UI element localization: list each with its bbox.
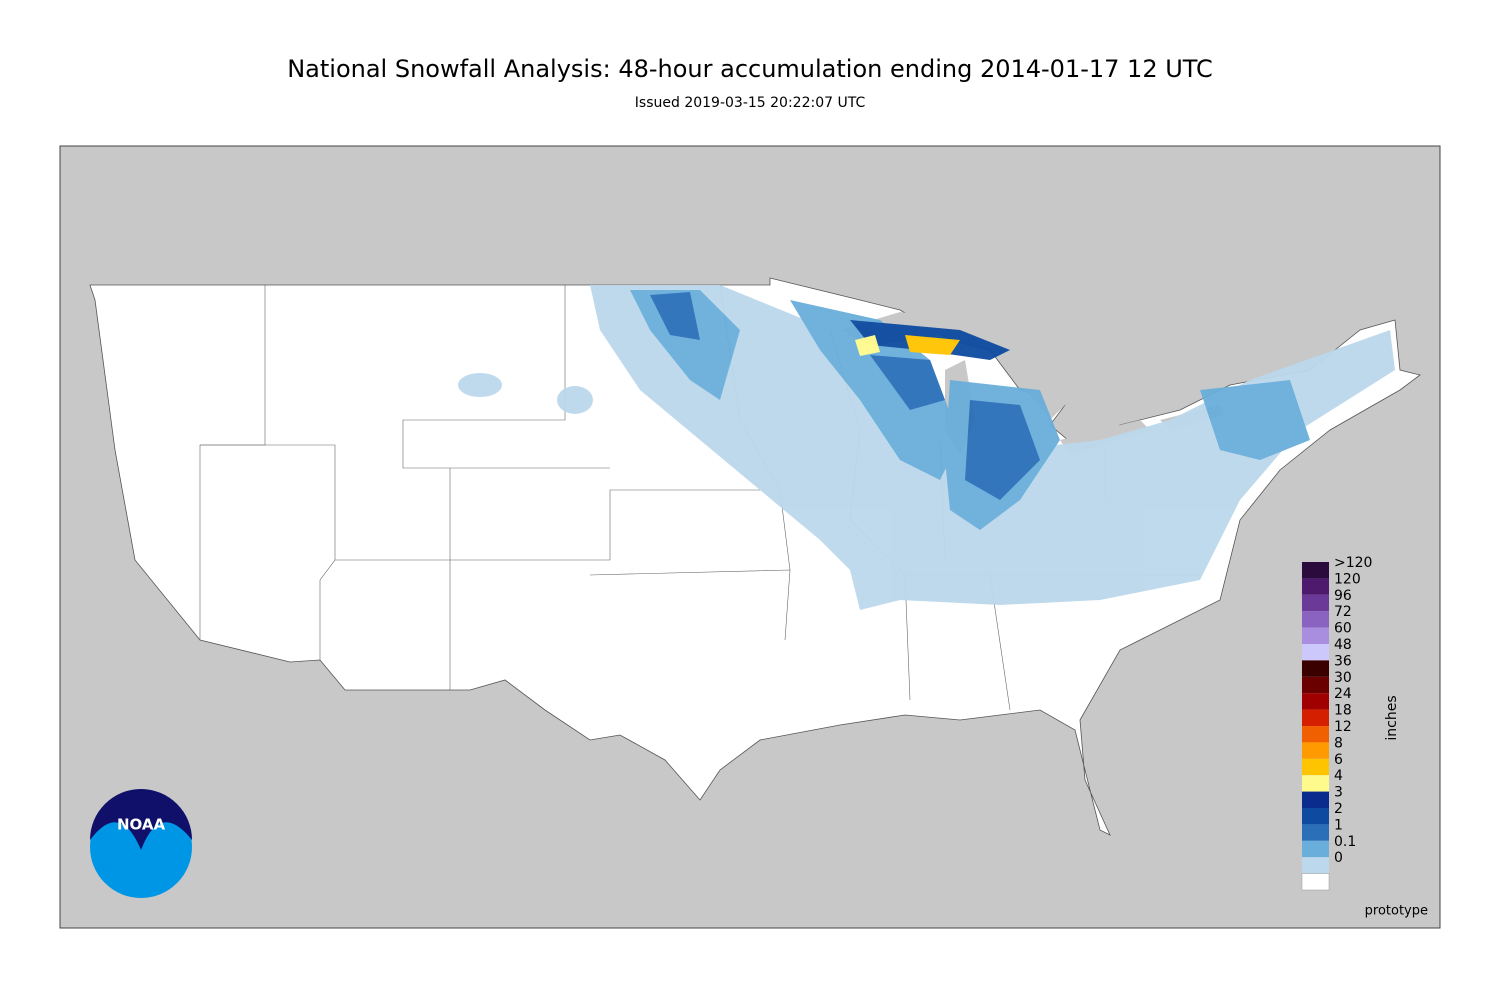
conus-land: [89, 277, 1421, 836]
legend-swatch: [1302, 611, 1329, 628]
legend-swatch: [1302, 857, 1329, 874]
legend-label: 60: [1334, 621, 1352, 637]
legend-swatch: [1302, 758, 1329, 776]
legend-label: 24: [1334, 686, 1352, 702]
legend-swatch: [1302, 726, 1329, 743]
legend-label: 4: [1334, 768, 1343, 784]
legend-label: 6: [1334, 752, 1343, 768]
legend-swatch: [1302, 709, 1329, 726]
legend-swatch: [1302, 578, 1329, 595]
legend-label: 0: [1334, 850, 1343, 866]
noaa-logo: NOAA: [90, 789, 192, 898]
legend-label: 3: [1334, 785, 1343, 801]
legend-swatch: [1302, 562, 1329, 579]
legend-swatch: [1302, 644, 1329, 661]
subtitle: Issued 2019-03-15 20:22:07 UTC: [635, 95, 866, 111]
legend-label: 48: [1334, 637, 1352, 653]
legend-swatch: [1302, 676, 1329, 694]
legend-swatch: [1302, 742, 1329, 759]
legend-label: 1: [1334, 817, 1343, 833]
title: National Snowfall Analysis: 48-hour accu…: [287, 55, 1213, 83]
legend-label: 18: [1334, 703, 1352, 719]
legend-label: 2: [1334, 801, 1343, 817]
legend-label: 36: [1334, 653, 1352, 669]
logo-text: NOAA: [117, 816, 166, 834]
legend-label: >120: [1334, 555, 1372, 571]
legend-swatch: [1302, 824, 1329, 841]
legend-label: 12: [1334, 719, 1352, 735]
legend-label: 0.1: [1334, 834, 1356, 850]
legend-swatch: [1302, 791, 1329, 808]
snowfall-field: [458, 285, 1395, 610]
footer-note: prototype: [1365, 904, 1428, 919]
legend-title: inches: [1384, 695, 1400, 740]
legend-swatch: [1302, 840, 1329, 858]
legend-swatch: [1302, 808, 1329, 825]
legend-label: 30: [1334, 670, 1352, 686]
legend-swatch: [1301, 873, 1330, 891]
legend-label: 72: [1334, 604, 1352, 620]
legend-swatch: [1302, 693, 1329, 710]
legend-label: 96: [1334, 588, 1352, 604]
legend-swatch: [1302, 594, 1329, 612]
legend-swatch: [1302, 627, 1329, 644]
legend-label: 8: [1334, 735, 1343, 751]
legend-swatch: [1302, 660, 1329, 677]
legend-label: 120: [1334, 571, 1361, 587]
legend-swatch: [1302, 775, 1329, 792]
